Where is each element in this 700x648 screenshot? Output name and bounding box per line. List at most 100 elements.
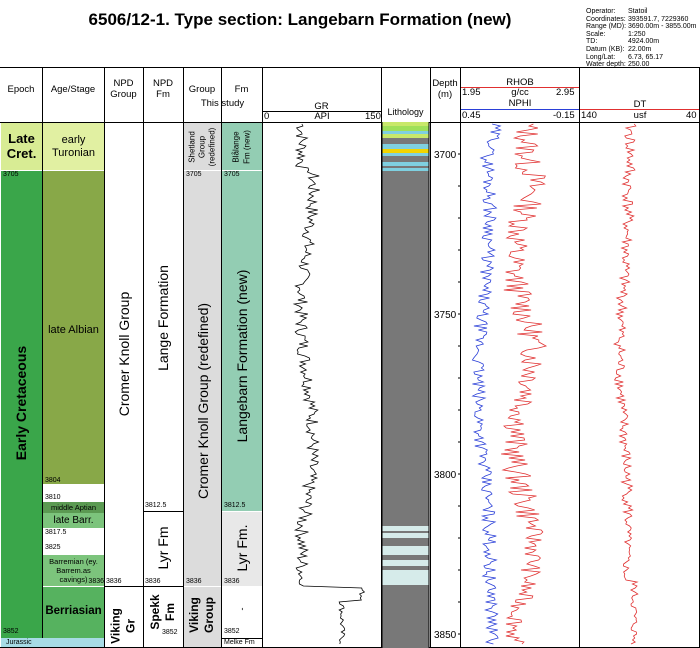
group-viking: Viking Group 3852 bbox=[184, 587, 240, 647]
dt-unit: usf bbox=[633, 110, 647, 121]
shale-fill bbox=[382, 122, 429, 648]
meta-row: Long/Lat: 6.73, 65.17 bbox=[586, 54, 697, 62]
header-top-border bbox=[0, 67, 700, 68]
fm-blalange: Blålange Fm (new) bbox=[222, 123, 262, 170]
header-npd-group: NPD Group bbox=[104, 78, 143, 100]
header-npd-fm-line1: NPD bbox=[152, 78, 174, 89]
dt-min: 140 bbox=[581, 110, 597, 121]
header-this-study: This study bbox=[200, 98, 245, 109]
fm-lower: - bbox=[222, 587, 262, 638]
age-early-turonian: early Turonian bbox=[43, 123, 104, 170]
header-npd-fm: NPD Fm bbox=[143, 78, 183, 100]
lithology-bed bbox=[382, 134, 429, 138]
age-barremian-line3: cavings) bbox=[59, 575, 88, 584]
lithology-bed bbox=[382, 162, 429, 166]
meta-value: 1:250 bbox=[628, 30, 646, 38]
npd-fm-lyr: Lyr Fm bbox=[155, 526, 171, 570]
meta-key: Datum (KB): bbox=[586, 45, 625, 53]
lithology-spekk bbox=[382, 587, 429, 648]
age-barremian-line2: Barrem.as bbox=[56, 566, 91, 575]
group-depth-3836: 3836 bbox=[186, 578, 202, 585]
lithology-marl-bed bbox=[382, 533, 429, 538]
fm-lower-label: - bbox=[237, 607, 247, 611]
npd-group-depth-3836: 3836 bbox=[106, 578, 122, 585]
group-viking-line2: Group bbox=[202, 597, 216, 633]
fm-depth-3836: 3836 bbox=[224, 578, 240, 585]
group-shetland-line3: (redefined) bbox=[207, 127, 217, 167]
fm-blalange-line2: Fm (new) bbox=[242, 130, 252, 164]
depth-tick-label: 3700 bbox=[434, 150, 457, 161]
dt-curve bbox=[613, 123, 639, 645]
age-depth-3817: 3817.5 bbox=[45, 529, 67, 536]
fm-melke-label: Melke Fm bbox=[224, 639, 255, 646]
age-depth-3836: 3836 bbox=[88, 578, 104, 585]
epoch-late-label: Late bbox=[8, 131, 35, 146]
divider bbox=[430, 67, 431, 648]
epoch-late-cretaceous: Late Cret. bbox=[1, 123, 42, 170]
meta-key: Range (MD): bbox=[586, 23, 627, 31]
header-npd-group-line2: Group bbox=[110, 89, 137, 100]
lithology-bed bbox=[382, 168, 429, 171]
divider bbox=[579, 67, 580, 648]
gr-curve-line bbox=[292, 123, 366, 645]
group-cromer-knoll-label: Cromer Knoll Group (redefined) bbox=[195, 302, 211, 500]
epoch-jurassic: Jurassic bbox=[1, 638, 104, 647]
lithology-marl-bed bbox=[382, 560, 429, 566]
meta-row: Datum (KB): 22.00m bbox=[586, 46, 697, 54]
nphi-curve-line bbox=[471, 123, 502, 645]
gr-unit: API bbox=[314, 111, 330, 122]
npd-fm-spekk-line2: Fm bbox=[163, 603, 177, 621]
rhob-max: 2.95 bbox=[556, 87, 575, 98]
group-depth-3852: 3852 bbox=[224, 628, 240, 635]
fm-blalange-line1: Blålange bbox=[231, 131, 241, 163]
meta-key: Water depth: bbox=[586, 61, 626, 69]
npd-fm-depth-3836: 3836 bbox=[145, 578, 161, 585]
lithology-bed bbox=[382, 131, 429, 134]
epoch-early-cretaceous: 3705 Early Cretaceous 3852 bbox=[1, 171, 42, 638]
divider bbox=[104, 67, 105, 648]
lithology-bed bbox=[382, 122, 429, 126]
nphi-curve bbox=[471, 123, 502, 645]
age-late-barr-label: late Barr. bbox=[53, 515, 94, 526]
rhob-min: 1.95 bbox=[462, 87, 481, 98]
epoch-depth-3852: 3852 bbox=[3, 628, 19, 635]
meta-key: Long/Lat: bbox=[586, 53, 616, 61]
divider bbox=[460, 67, 461, 648]
page-title: 6506/12-1. Type section: Langebarn Forma… bbox=[88, 10, 512, 29]
meta-row: Range (MD): 3690.00m - 3855.00m bbox=[586, 23, 697, 31]
header-depth: Depth (m) bbox=[430, 78, 460, 100]
lithology-marl-bed bbox=[382, 526, 429, 531]
divider bbox=[183, 67, 184, 648]
rhob-scale-line bbox=[461, 87, 579, 88]
npd-fm-boundary-spekk bbox=[143, 586, 183, 587]
meta-row: Coordinates: 393591.7, 7229360 bbox=[586, 16, 697, 24]
rhob-unit: g/cc bbox=[511, 87, 529, 98]
npd-group-boundary bbox=[104, 586, 143, 587]
group-shetland-line2: Group bbox=[197, 135, 207, 159]
header-npd-group-line1: NPD bbox=[113, 78, 134, 89]
fm-lyr: Lyr Fm. 3836 bbox=[222, 512, 262, 586]
age-early-label: early bbox=[61, 134, 86, 146]
lithology-bed bbox=[382, 149, 429, 153]
meta-value: Statoil bbox=[628, 8, 648, 15]
group-viking-line1: Viking bbox=[187, 597, 201, 633]
fm-langebarn-label: Langebarn Formation (new) bbox=[234, 269, 250, 443]
age-berriasian-label: Berriasian bbox=[45, 605, 102, 617]
meta-key: TD: bbox=[586, 38, 598, 46]
well-metadata: Operator: Statoil Coordinates: 393591.7, 72… bbox=[586, 8, 697, 69]
age-late-barremian: late Barr. bbox=[43, 513, 104, 528]
age-barremian: Barremian (ey. Barrem.as cavings) bbox=[43, 555, 104, 586]
meta-key: Scale: bbox=[586, 30, 606, 38]
lithology-column bbox=[381, 122, 430, 648]
depth-tick-label: 3750 bbox=[434, 310, 457, 321]
depth-axis: 3700 3750 3800 3850 bbox=[434, 122, 461, 641]
header-age: Age/Stage bbox=[50, 84, 96, 95]
epoch-cret-label: Cret. bbox=[6, 146, 37, 161]
group-shetland-line1: Shetland bbox=[187, 131, 197, 163]
divider bbox=[42, 67, 43, 648]
group-depth-3705: 3705 bbox=[186, 171, 202, 178]
nphi-scale-line bbox=[461, 109, 579, 110]
npd-fm-depth-3812: 3812.5 bbox=[145, 502, 167, 509]
divider bbox=[262, 67, 263, 648]
header-npd-fm-line2: Fm bbox=[156, 89, 170, 100]
